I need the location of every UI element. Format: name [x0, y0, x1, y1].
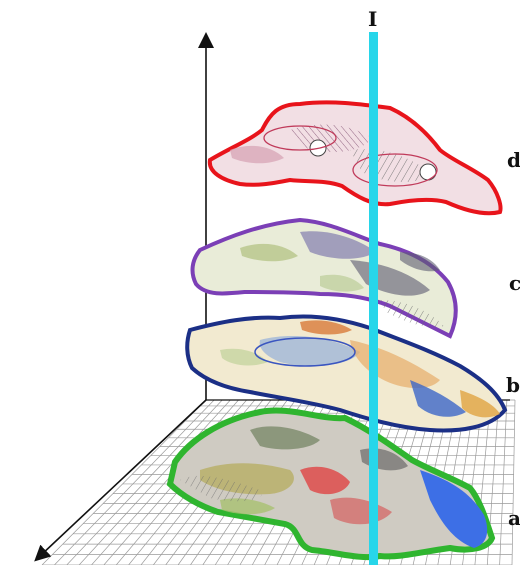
- reference-pole: [369, 32, 378, 570]
- grid-line: [511, 399, 516, 566]
- layer-label-c: c: [509, 271, 520, 295]
- layer-label-d: d: [507, 148, 520, 172]
- grid-line: [66, 399, 223, 566]
- pole-label: I: [368, 7, 377, 31]
- layer-d-map: [207, 100, 503, 216]
- layer-b-map: [185, 314, 508, 433]
- grid-line: [499, 399, 508, 566]
- layer-a-map: [166, 407, 496, 561]
- grid-line: [54, 399, 215, 566]
- layer-label-a: a: [508, 506, 520, 530]
- depth-axis: [34, 399, 207, 562]
- grid-line: [41, 399, 207, 566]
- layer-label-b: b: [506, 373, 520, 397]
- grid-line: [78, 399, 231, 566]
- layer-c-map: [190, 217, 458, 339]
